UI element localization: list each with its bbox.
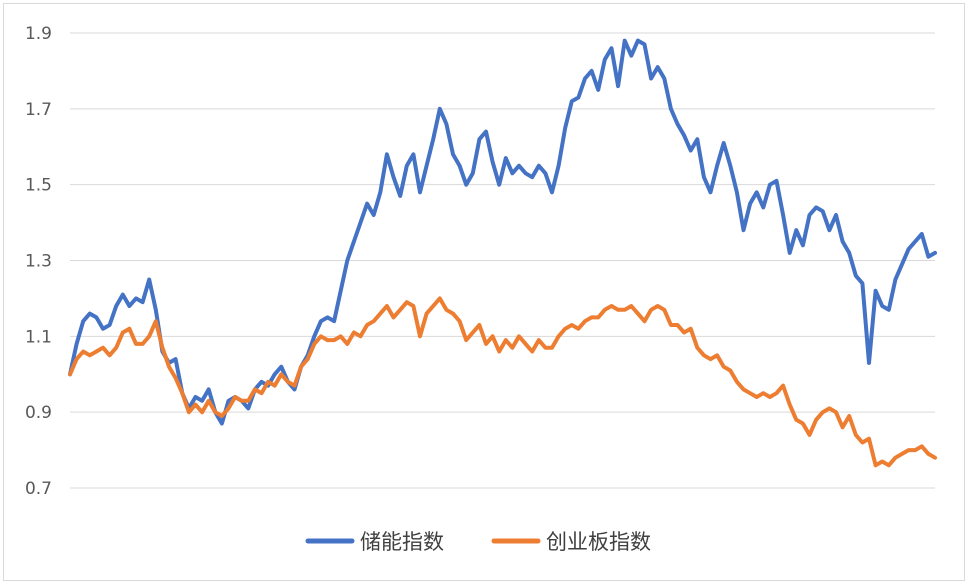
series-lines bbox=[68, 38, 937, 468]
y-tick-label: 1.7 bbox=[25, 100, 52, 120]
gridlines bbox=[70, 32, 935, 489]
y-tick-label: 1.5 bbox=[25, 176, 52, 196]
chart-frame bbox=[3, 3, 965, 581]
y-tick-label: 0.7 bbox=[25, 479, 52, 499]
y-tick-label: 0.9 bbox=[25, 403, 52, 423]
y-tick-label: 1.1 bbox=[25, 327, 52, 347]
series-line-1 bbox=[68, 296, 937, 468]
y-tick-label: 1.9 bbox=[25, 24, 52, 44]
legend: 储能指数 创业板指数 bbox=[305, 530, 651, 554]
y-axis-tick-labels: 1.9 1.7 1.5 1.3 1.1 0.9 0.7 bbox=[25, 24, 52, 499]
legend-label-series-0: 储能指数 bbox=[360, 530, 444, 554]
series-line-0 bbox=[68, 38, 937, 426]
y-tick-label: 1.3 bbox=[25, 252, 52, 272]
legend-label-series-1: 创业板指数 bbox=[546, 530, 651, 554]
